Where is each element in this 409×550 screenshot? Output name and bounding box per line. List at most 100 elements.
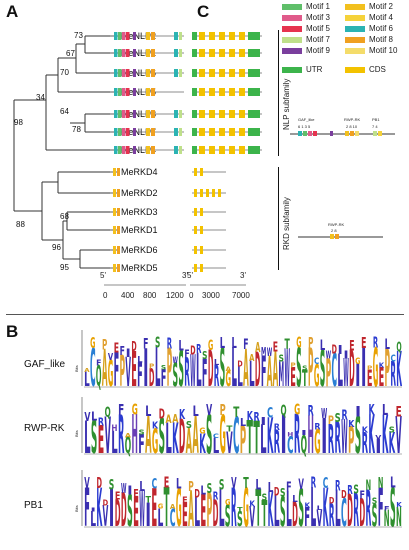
motif-block	[118, 88, 122, 96]
logo-letter: S	[206, 404, 212, 466]
logo-letter: T	[233, 405, 239, 421]
motif-block	[118, 69, 122, 77]
logo-letter: F	[137, 355, 143, 394]
cds-block	[229, 32, 235, 40]
logo-letter: G	[208, 338, 213, 354]
motif-block	[146, 110, 150, 118]
legend-label: Motif 8	[369, 35, 394, 44]
logo-letter: S	[186, 420, 192, 431]
logo-letter: M	[261, 345, 266, 359]
logo-letter: L	[137, 354, 142, 365]
motif-block	[117, 264, 120, 272]
logo-letter: G	[314, 422, 320, 461]
logo-letter: G	[132, 401, 138, 419]
logo-letter: N	[366, 478, 372, 494]
logo-letter: S	[220, 338, 226, 399]
rkd-domain-schematic	[298, 234, 383, 239]
logo-letter: I	[280, 405, 286, 466]
legend-swatch-motif8	[345, 37, 365, 43]
logo-letter: V	[102, 499, 108, 533]
legend-label: Motif 5	[306, 24, 331, 33]
legend-swatch-motif1	[282, 4, 302, 10]
cds-block	[209, 88, 215, 96]
logo-letter: G	[199, 427, 205, 436]
motif-block	[174, 128, 178, 136]
logo-letter: S	[372, 499, 378, 534]
logo-letter: K	[268, 483, 274, 538]
logo-letter: S	[353, 482, 359, 497]
logo-letter: P	[102, 337, 107, 353]
gene-axis-5prime: 5'	[187, 271, 193, 280]
cds-block	[229, 146, 235, 154]
cds-block	[219, 32, 225, 40]
logo-letter: A	[192, 406, 198, 466]
gene-tick: 0	[189, 291, 194, 300]
logo-letter: K	[389, 427, 396, 460]
cds-block	[200, 189, 203, 197]
rkd-domain-rwp-label: RWP-RK	[328, 222, 345, 227]
logo-letter: Q	[396, 340, 401, 355]
logo-letter: L	[337, 345, 343, 397]
logo-letter: C	[267, 406, 273, 422]
logo-letter: F	[143, 337, 148, 353]
logo-label-rwp: RWP-RK	[24, 423, 65, 434]
motif-block	[151, 146, 155, 154]
logo-letter: K	[368, 405, 375, 466]
logo-letter: P	[149, 362, 154, 370]
bootstrap-78: 78	[72, 125, 81, 134]
logo-letter: I	[109, 479, 115, 538]
motif-block	[117, 189, 120, 197]
logo-letter: A	[166, 412, 172, 426]
motif-block	[118, 110, 122, 118]
motif-block	[179, 32, 182, 40]
logo-letter: W	[321, 406, 327, 422]
logo-letter: S	[280, 485, 286, 499]
logo-letter: E	[115, 491, 121, 503]
logo-letter: G	[314, 359, 320, 394]
utr-block	[248, 69, 260, 77]
cds-block	[194, 189, 197, 197]
logo-letter: G	[225, 367, 231, 391]
logo-letter: Q	[105, 405, 111, 421]
logo-letter: T	[226, 424, 232, 434]
motif-block	[174, 146, 178, 154]
logo-letter: G	[152, 422, 158, 462]
logo-letter: K	[199, 429, 206, 460]
logo-letter: G	[225, 497, 231, 507]
cds-block	[239, 146, 245, 154]
legend-swatch-motif5	[282, 26, 302, 32]
logo-letter: C	[90, 338, 96, 399]
motif-block	[117, 168, 120, 176]
logo-letter: K	[348, 419, 355, 430]
motif-tick: 400	[121, 291, 135, 300]
logo-letter: T	[237, 507, 243, 513]
logo-letter: I	[375, 435, 381, 458]
legend-label: Motif 4	[369, 13, 394, 22]
motif-block	[113, 168, 116, 176]
legend-swatch-motif4	[345, 15, 365, 21]
logo-letter: S	[335, 411, 341, 425]
cds-block	[229, 69, 235, 77]
logo-letter: D	[332, 342, 337, 357]
motif-block	[146, 88, 150, 96]
logo-letter: F	[118, 402, 124, 419]
logo-letter: I	[127, 484, 133, 498]
logo-letter: D	[213, 492, 219, 535]
logo-letter: I	[301, 429, 307, 437]
cds-block	[209, 49, 215, 57]
logo-letter: L	[256, 477, 262, 493]
logo-letter: D	[159, 408, 165, 423]
motif-block	[126, 69, 130, 77]
motif-block	[174, 110, 178, 118]
logo-letter: F	[138, 430, 144, 460]
logo-letter: Q	[96, 360, 102, 393]
logo-letter: L	[390, 474, 396, 492]
logo-letter: H	[307, 406, 313, 466]
logo-letter: R	[347, 482, 353, 497]
logo-letter: S	[159, 410, 165, 465]
panel-a-label: A	[6, 2, 19, 21]
cds-block	[239, 110, 245, 118]
logo-letter: C	[152, 476, 158, 493]
logo-letter: L	[292, 494, 298, 505]
logo-letter: W	[139, 482, 145, 538]
